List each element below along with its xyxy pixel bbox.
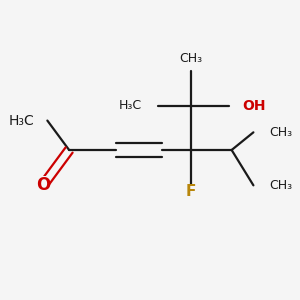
Text: CH₃: CH₃ [179,52,203,65]
Text: CH₃: CH₃ [269,179,292,192]
Text: OH: OH [242,99,265,113]
Text: H₃C: H₃C [118,99,142,112]
Text: F: F [186,184,196,199]
Text: H₃C: H₃C [8,114,34,128]
Text: CH₃: CH₃ [269,126,292,139]
Text: O: O [36,176,50,194]
